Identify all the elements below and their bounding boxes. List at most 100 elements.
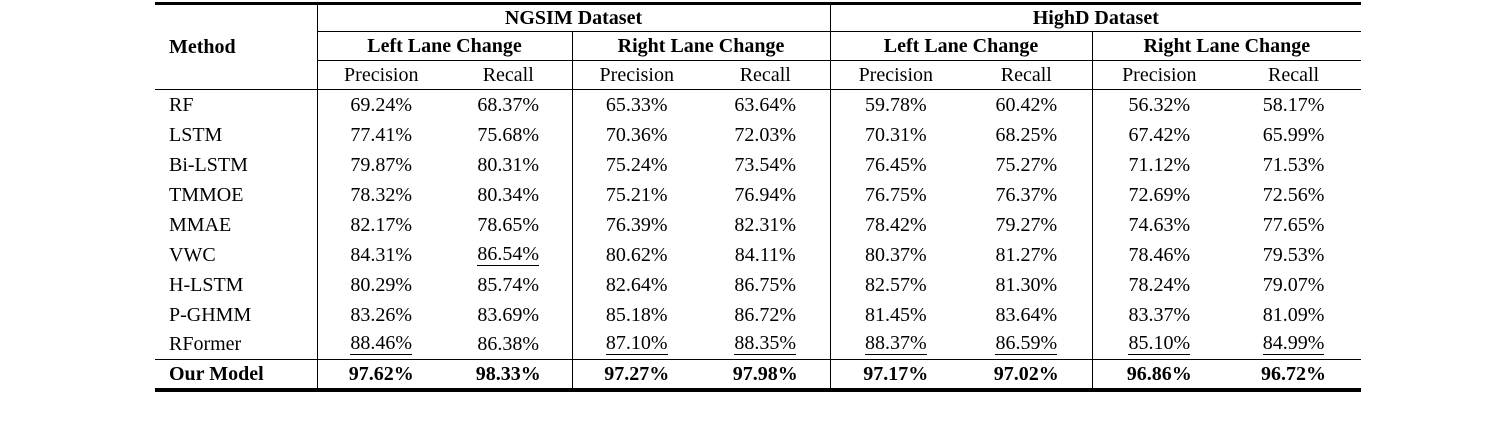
value-cell: 80.31% (477, 153, 540, 176)
metric-header-precision: Precision (829, 60, 962, 90)
value-cell: 86.72% (734, 303, 797, 326)
value-cell: 83.26% (316, 299, 445, 330)
value-cell: 72.56% (1262, 183, 1325, 206)
method-cell: LSTM (169, 123, 223, 146)
value-cell: 85.18% (571, 299, 701, 330)
metric-header-recall: Recall (445, 60, 572, 90)
value-cell: 88.37% (829, 329, 962, 360)
value-cell: 68.25% (995, 123, 1058, 146)
value-cell: 58.17% (1262, 93, 1325, 116)
value-cell: 82.31% (734, 213, 797, 236)
value-cell: 69.24% (316, 89, 445, 120)
value-cell: 86.75% (734, 273, 797, 296)
value-cell: 81.09% (1262, 303, 1325, 326)
value-cell: 83.37% (1091, 299, 1227, 330)
table-row: LSTM 77.41% 75.68% 70.36% 72.03% 70.31% 68.25%… (155, 119, 1361, 150)
second-best-underlined-value: 87.10% (605, 332, 668, 356)
group-header-ngsim-right: Right Lane Change (571, 31, 831, 61)
value-cell: 72.03% (734, 123, 797, 146)
value-cell: 79.27% (995, 213, 1058, 236)
method-cell: Bi-LSTM (169, 153, 248, 176)
value-cell: 97.98% (701, 359, 831, 390)
value-cell: 86.38% (477, 333, 540, 356)
metric-header-recall: Recall (961, 60, 1093, 90)
value-cell: 67.42% (1091, 119, 1227, 150)
value-cell: 75.68% (477, 123, 540, 146)
group-header-highd-left: Left Lane Change (829, 31, 1093, 61)
dataset-header-highd: HighD Dataset (829, 3, 1362, 32)
value-cell: 83.64% (995, 303, 1058, 326)
results-table-container: Method NGSIM Dataset HighD Dataset Left … (155, 2, 1362, 392)
second-best-underlined-value: 88.46% (350, 332, 413, 356)
second-best-underlined-value: 88.35% (734, 332, 797, 356)
dataset-header-row: Method NGSIM Dataset HighD Dataset (155, 3, 1362, 90)
value-cell: 78.42% (829, 209, 962, 240)
method-cell: MMAE (169, 213, 232, 236)
table-row: VWC 84.31% 86.54% 80.62% 84.11% 80.37% 81.27% 7… (155, 239, 1361, 270)
second-best-underlined-value: 86.54% (477, 242, 540, 266)
table-row: Our Model 97.62% 98.33% 97.27% 97.98% 97.17% 9… (155, 359, 1362, 390)
lane-change-header-row: Left Lane Change Right Lane Change Left … (155, 31, 1362, 61)
value-cell: 74.63% (1091, 209, 1227, 240)
table-header: Method NGSIM Dataset HighD Dataset Left … (155, 3, 1362, 90)
table-row: Bi-LSTM 79.87% 80.31% 75.24% 73.54% 76.45% 75.… (155, 149, 1361, 180)
method-cell: TMMOE (169, 183, 244, 206)
value-cell: 71.53% (1262, 153, 1325, 176)
value-cell: 76.39% (571, 209, 701, 240)
table-body: RF 69.24% 68.37% 65.33% 63.64% 59.78% 60.42% 56… (155, 89, 1362, 390)
value-cell: 60.42% (995, 93, 1058, 116)
value-cell: 81.45% (829, 299, 962, 330)
group-header-ngsim-left: Left Lane Change (316, 31, 572, 61)
value-cell: 56.32% (1091, 89, 1227, 120)
value-cell: 97.27% (571, 359, 701, 390)
value-cell: 81.30% (995, 273, 1058, 296)
value-cell: 85.10% (1091, 329, 1227, 360)
metric-header-row: Precision Recall Precision Recall Precis… (155, 60, 1362, 90)
value-cell: 75.27% (995, 153, 1058, 176)
method-cell: P-GHMM (169, 303, 252, 326)
value-cell: 70.31% (829, 119, 962, 150)
second-best-underlined-value: 86.59% (995, 332, 1058, 356)
value-cell: 86.59% (961, 330, 1092, 360)
value-cell: 76.37% (995, 183, 1058, 206)
table-row: RF 69.24% 68.37% 65.33% 63.64% 59.78% 60.42% 56… (155, 89, 1361, 120)
value-cell: 63.64% (734, 93, 797, 116)
table-row: TMMOE 78.32% 80.34% 75.21% 76.94% 76.75% 76.37… (155, 179, 1361, 210)
value-cell: 82.17% (316, 209, 445, 240)
value-cell: 80.34% (477, 183, 540, 206)
value-cell: 73.54% (734, 153, 797, 176)
group-header-highd-right: Right Lane Change (1091, 31, 1362, 61)
value-cell: 79.53% (1262, 243, 1325, 266)
value-cell: 88.46% (316, 329, 445, 360)
value-cell: 78.24% (1091, 269, 1227, 300)
table-row: RFormer 88.46% 86.38% 87.10% 88.35% 88.37% 86.… (155, 329, 1361, 360)
value-cell: 75.24% (571, 149, 701, 180)
metric-header-recall: Recall (701, 60, 831, 90)
value-cell: 76.75% (829, 179, 962, 210)
value-cell: 79.07% (1262, 273, 1325, 296)
value-cell: 68.37% (477, 93, 540, 116)
value-cell: 86.54% (445, 240, 572, 270)
value-cell: 59.78% (829, 89, 962, 120)
value-cell: 97.02% (961, 359, 1093, 390)
value-cell: 96.72% (1226, 359, 1362, 390)
table-row: P-GHMM 83.26% 83.69% 85.18% 86.72% 81.45% 83.6… (155, 299, 1361, 330)
value-cell: 70.36% (571, 119, 701, 150)
dataset-header-ngsim: NGSIM Dataset (316, 3, 831, 32)
table-row: MMAE 82.17% 78.65% 76.39% 82.31% 78.42% 79.27%… (155, 209, 1361, 240)
method-column-header: Method (155, 3, 317, 90)
value-cell: 83.69% (477, 303, 540, 326)
value-cell: 98.33% (445, 359, 572, 390)
value-cell: 76.94% (734, 183, 797, 206)
value-cell: 80.29% (316, 269, 445, 300)
results-table: Method NGSIM Dataset HighD Dataset Left … (155, 2, 1362, 392)
value-cell: 78.32% (316, 179, 445, 210)
value-cell: 78.65% (477, 213, 540, 236)
method-cell: VWC (169, 243, 216, 266)
value-cell: 82.64% (571, 269, 701, 300)
method-cell: Our Model (155, 359, 317, 390)
value-cell: 85.74% (477, 273, 540, 296)
value-cell: 77.65% (1262, 213, 1325, 236)
metric-header-precision: Precision (1091, 60, 1227, 90)
